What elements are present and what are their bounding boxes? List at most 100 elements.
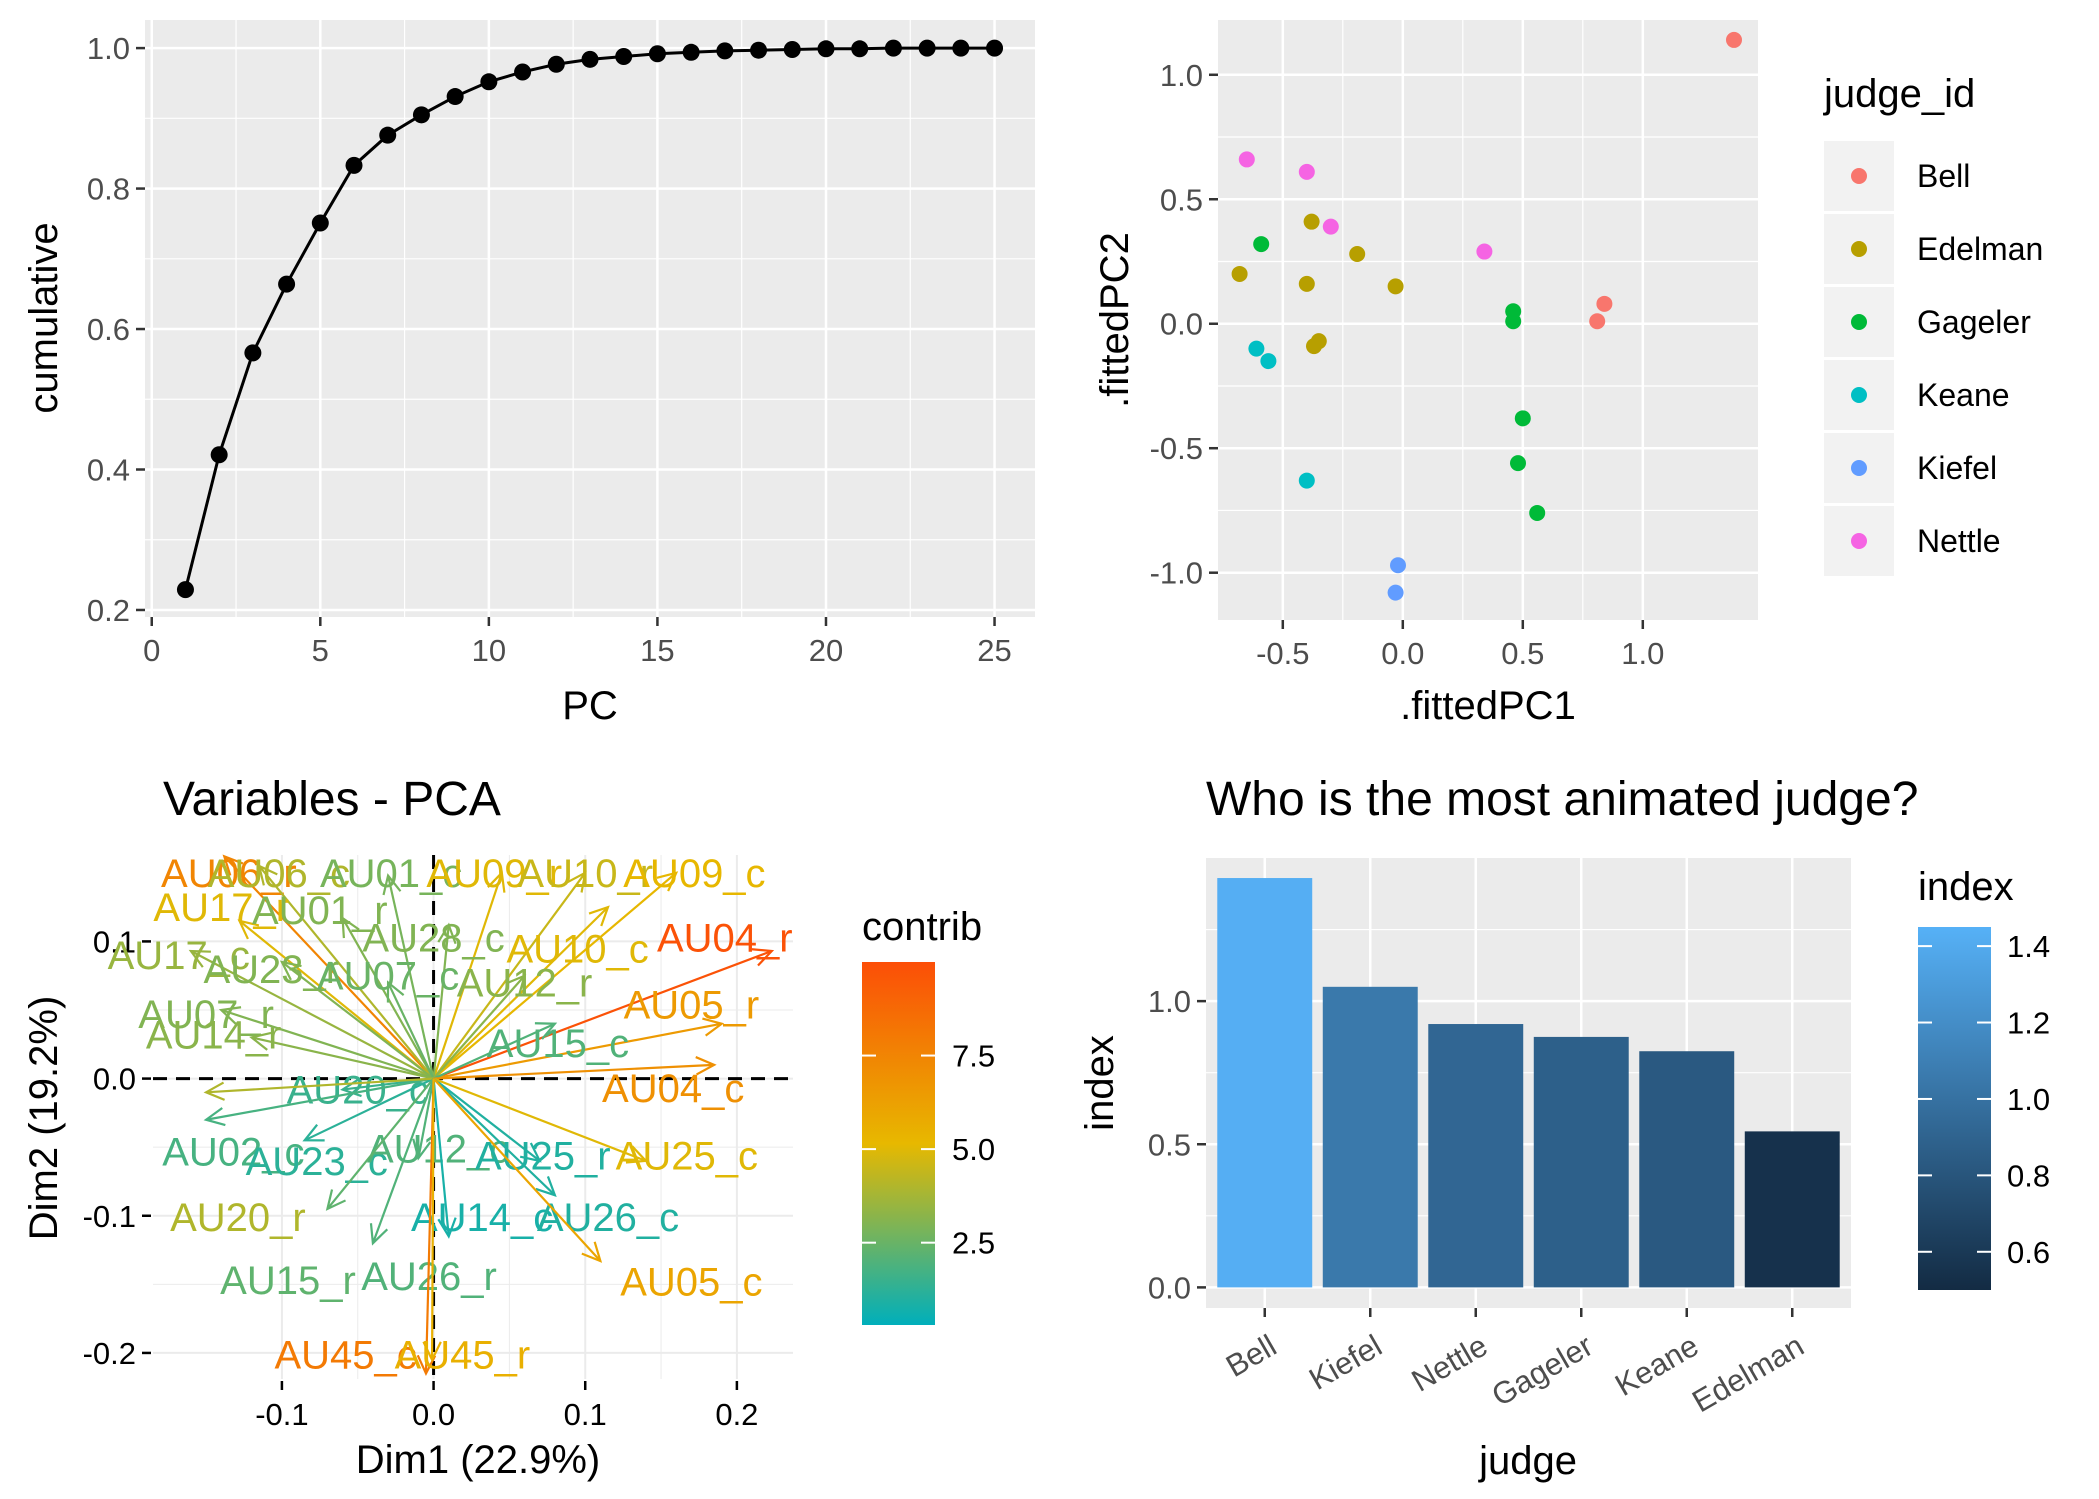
cumulative-point (176, 581, 194, 599)
arrow-au25-c (433, 1077, 647, 1162)
arrow-au23-r (281, 961, 435, 1080)
arrow-au05-c (432, 1077, 602, 1262)
x-tick-label: Kiefel (1303, 1328, 1388, 1397)
p4-legend: index 0.6 0.8 1.0 1.2 1.4 (1918, 865, 2050, 1290)
legend-label-gageler: Gageler (1917, 304, 2031, 340)
y-tick-label: 0.0 (93, 1062, 136, 1097)
y-tick-label: 0.5 (1160, 182, 1203, 217)
cumulative-point (648, 45, 666, 63)
colorbar-tick-label: 1.2 (2007, 1006, 2050, 1041)
cumulative-point (716, 42, 734, 60)
cumulative-point (783, 40, 801, 58)
arrowhead (218, 1006, 242, 1025)
cumulative-point (278, 275, 296, 293)
cumulative-point (412, 106, 430, 124)
arrow-label: AU04_r (657, 916, 793, 960)
cumulative-point (884, 39, 902, 57)
arrowhead (535, 1176, 557, 1197)
arrowhead (369, 1223, 389, 1246)
arrowhead (188, 949, 211, 968)
arrowhead (249, 1031, 272, 1051)
y-tick-label: -1.0 (1150, 556, 1203, 591)
arrow-au12-r (432, 974, 526, 1080)
arrow-label: AU01_c (320, 852, 462, 896)
colorbar-tick-label: 2.5 (952, 1226, 995, 1261)
arrowhead (695, 1056, 717, 1076)
point-keane (1260, 353, 1277, 370)
p1-axes: 0 5 10 15 20 25 0.2 0.4 0.6 0.8 1.0 (87, 31, 1012, 668)
arrow-label: AU05_r (624, 984, 760, 1028)
arrow-label: AU01_r (252, 889, 388, 933)
point-keane (1298, 472, 1315, 489)
arrow-label: AU07_c (317, 955, 459, 999)
x-tick-label: Nettle (1406, 1328, 1494, 1399)
point-gageler (1529, 504, 1546, 521)
cumulative-point (986, 39, 1004, 57)
arrow-au01-c (386, 875, 435, 1079)
legend-label-bell: Bell (1917, 158, 1970, 194)
arrow-label: AU17_c (108, 934, 250, 978)
point-edelman (1387, 278, 1404, 295)
arrow-au17-r (238, 919, 435, 1080)
p2-gridlines (1218, 20, 1758, 620)
legend-dot-kiefel (1851, 460, 1867, 476)
pca-variables-panel: Variables - PCA -0.1 0.0 0.1 0.2 -0.2 -0.1 0.0… (22, 773, 995, 1482)
arrow-au14-r (251, 1036, 434, 1080)
arrowhead (341, 915, 360, 939)
point-edelman (1306, 338, 1322, 355)
cumulative-variance-panel: 0 5 10 15 20 25 0.2 0.4 0.6 0.8 1.0 PC cumulative (22, 20, 1035, 728)
legend-dot-bell (1851, 168, 1867, 184)
bar-edelman (1744, 1131, 1840, 1288)
p2-x-axis-title: .fittedPC1 (1400, 684, 1576, 728)
point-edelman (1303, 213, 1320, 230)
point-gageler (1510, 455, 1526, 472)
y-tick-label: 0.1 (93, 924, 136, 959)
arrow-label: AU12_r (457, 962, 593, 1006)
point-bell (1726, 31, 1742, 48)
p1-line-series (176, 39, 1004, 599)
cumulative-point (918, 39, 936, 57)
arrowhead (203, 1107, 226, 1127)
p4-y-axis-title: index (1078, 1035, 1122, 1131)
bar-bell (1217, 878, 1313, 1288)
pc-scatter-panel: -0.5 0.0 0.5 1.0 -1.0 -0.5 0.0 0.5 1.0 .fittedPC… (1093, 20, 2043, 728)
x-tick-label: 0.1 (564, 1397, 607, 1432)
y-tick-label: -0.5 (1150, 431, 1203, 466)
point-gageler (1253, 236, 1270, 253)
y-tick-label: 0.0 (1160, 307, 1203, 342)
arrow-au04-r (433, 949, 773, 1080)
arrow-label: AU09_r (426, 852, 562, 896)
point-edelman (1349, 246, 1366, 263)
arrowhead (437, 922, 457, 945)
bar-keane (1639, 1051, 1735, 1288)
legend-dot-nettle (1851, 533, 1867, 549)
arrow-label: AU10_r (517, 852, 653, 896)
arrow-au05-r (433, 1022, 722, 1080)
arrow-au09-r (432, 872, 503, 1079)
point-keane (1248, 340, 1265, 357)
x-tick-label: 0.0 (412, 1397, 455, 1432)
arrowhead (519, 1142, 542, 1163)
cumulative-point (851, 40, 869, 58)
arrow-label: AU20_c (287, 1069, 429, 1113)
cumulative-point (210, 446, 228, 464)
arrow-au12-c (417, 1078, 435, 1159)
point-kiefel (1390, 557, 1406, 574)
x-tick-label: 0.2 (715, 1397, 758, 1432)
point-gageler (1514, 410, 1531, 427)
arrow-label: AU28_c (362, 916, 504, 960)
arrowhead (656, 871, 679, 892)
arrowhead (487, 870, 506, 893)
p1-y-axis-title: cumulative (22, 222, 66, 413)
p2-legend: judge_id Bell Edelman Gageler Keane Kiefel Ne… (1823, 72, 2043, 576)
arrow-label: AU25_c (616, 1134, 758, 1178)
p3-colorbar (862, 962, 935, 1325)
legend-dot-gageler (1851, 314, 1867, 330)
arrowhead (203, 1081, 225, 1101)
point-edelman (1298, 275, 1315, 292)
arrowhead (702, 1017, 725, 1037)
arrow-au04-c (433, 1063, 715, 1080)
x-tick-label: 0 (143, 633, 160, 668)
arrowhead (567, 870, 587, 893)
cumulative-point (547, 55, 565, 73)
